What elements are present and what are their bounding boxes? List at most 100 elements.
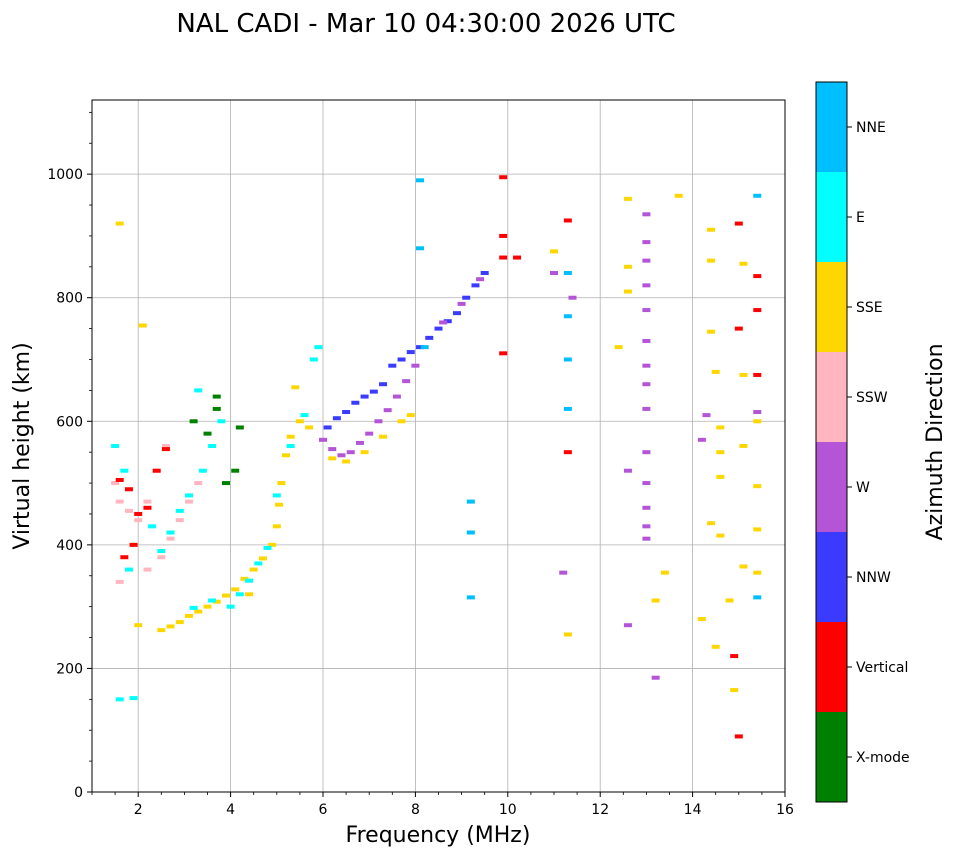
- echo-point: [337, 453, 346, 458]
- echo-point: [286, 434, 295, 439]
- x-tick-label: 4: [226, 802, 235, 818]
- y-tick-label: 400: [56, 538, 83, 554]
- echo-point: [563, 218, 572, 223]
- echo-point: [291, 385, 300, 390]
- echo-point: [753, 527, 762, 532]
- echo-point: [305, 425, 314, 430]
- echo-point: [642, 450, 651, 455]
- x-tick-label: 10: [499, 802, 517, 818]
- echo-point: [300, 413, 309, 418]
- echo-point: [124, 508, 133, 513]
- echo-point: [568, 295, 577, 300]
- colorbar-label: NNE: [856, 120, 886, 136]
- echo-point: [231, 587, 240, 592]
- azimuth-colorbar: X-mode Vertical NNW W SSW SSE E NNE: [815, 81, 910, 803]
- echo-point: [753, 570, 762, 575]
- x-tick-label: 16: [776, 802, 794, 818]
- echo-point: [563, 357, 572, 362]
- echo-point: [166, 536, 175, 541]
- colorbar-label: SSE: [856, 300, 883, 316]
- plot-area: 2 4 6 8 10 12 14 16 0 200 400 600 800 1000: [47, 99, 794, 818]
- echo-point: [175, 508, 184, 513]
- echo-point: [642, 481, 651, 486]
- echo-point: [143, 567, 152, 572]
- echo-point: [734, 221, 743, 226]
- colorbar-segment: [816, 442, 847, 532]
- echo-point: [443, 319, 452, 324]
- echo-point: [711, 369, 720, 374]
- echo-point: [231, 468, 240, 473]
- echo-point: [439, 320, 448, 325]
- echo-point: [642, 258, 651, 263]
- echo-point: [623, 196, 632, 201]
- echo-point: [563, 406, 572, 411]
- echo-point: [203, 431, 212, 436]
- echo-point: [134, 511, 143, 516]
- echo-point: [365, 431, 374, 436]
- echo-point: [221, 593, 230, 598]
- echo-point: [739, 372, 748, 377]
- echo-point: [115, 499, 124, 504]
- y-tick-label: 800: [56, 291, 83, 307]
- echo-point: [272, 524, 281, 529]
- echo-point: [212, 394, 221, 399]
- echo-point: [129, 542, 138, 547]
- echo-point: [642, 406, 651, 411]
- echo-point: [563, 450, 572, 455]
- echo-point: [707, 329, 716, 334]
- echo-point: [397, 419, 406, 424]
- echo-point: [614, 345, 623, 350]
- echo-point: [124, 567, 133, 572]
- colorbar-label: X-mode: [856, 750, 910, 766]
- echo-point: [286, 444, 295, 448]
- echo-point: [623, 468, 632, 473]
- echo-point: [642, 283, 651, 288]
- colorbar-frame: [815, 81, 848, 803]
- echo-point: [249, 567, 258, 572]
- chart-title: NAL CADI - Mar 10 04:30:00 2026 UTC: [176, 9, 675, 39]
- echo-point: [134, 623, 143, 628]
- echo-point: [739, 444, 748, 448]
- colorbar-title: Azimuth Direction: [923, 343, 948, 540]
- echo-point: [739, 564, 748, 569]
- echo-point: [115, 697, 124, 702]
- echo-point: [563, 632, 572, 637]
- echo-point: [157, 555, 166, 560]
- y-tick-label: 0: [74, 785, 83, 801]
- echo-point: [642, 382, 651, 387]
- echo-point: [275, 502, 284, 507]
- echo-point: [212, 406, 221, 411]
- echo-point: [697, 437, 706, 442]
- echo-point: [499, 351, 508, 356]
- echo-point: [245, 592, 254, 597]
- echo-point: [268, 542, 277, 547]
- echo-point: [342, 410, 351, 415]
- colorbar-segment: [816, 172, 847, 262]
- echo-point: [148, 524, 157, 529]
- echo-point: [550, 271, 558, 275]
- echo-point: [753, 193, 762, 198]
- echo-point: [263, 545, 272, 550]
- x-tick-label: 12: [591, 802, 609, 818]
- echo-point: [739, 261, 748, 266]
- echo-point: [416, 345, 425, 350]
- echo-point: [295, 419, 304, 424]
- echo-point: [563, 314, 572, 319]
- echo-point: [716, 425, 725, 430]
- echo-point: [753, 308, 762, 313]
- echo-point: [282, 453, 291, 458]
- echo-point: [642, 212, 651, 217]
- colorbar-segment: [816, 532, 847, 622]
- echo-point: [383, 408, 392, 413]
- x-axis-ticks: 2 4 6 8 10 12 14 16: [91, 792, 794, 818]
- echo-point: [111, 444, 120, 448]
- colorbar-label: Vertical: [856, 660, 908, 676]
- echo-point: [476, 277, 485, 282]
- echo-point: [753, 419, 762, 424]
- echo-point: [208, 598, 217, 603]
- echo-point: [730, 688, 739, 693]
- echo-point: [185, 493, 194, 498]
- echo-point: [753, 274, 762, 279]
- echo-point: [707, 521, 716, 526]
